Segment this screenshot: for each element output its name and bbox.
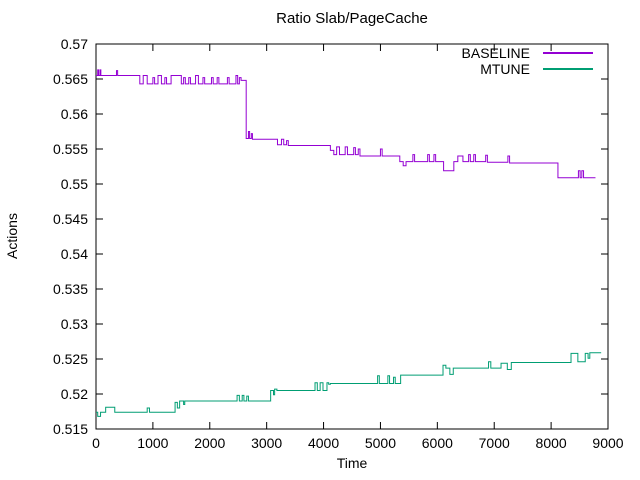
y-tick-label: 0.56: [61, 106, 88, 122]
series-line-mtune: [96, 352, 602, 417]
y-tick-label: 0.555: [53, 141, 88, 157]
y-tick-label: 0.57: [61, 36, 88, 52]
y-tick-label: 0.53: [61, 316, 88, 332]
x-tick-label: 0: [92, 435, 100, 451]
x-tick-label: 7000: [479, 435, 510, 451]
y-tick-label: 0.515: [53, 421, 88, 437]
legend-line-sample-mtune: [543, 68, 593, 70]
plot-border: [95, 43, 609, 430]
y-tick-label: 0.52: [61, 386, 88, 402]
y-tick-label: 0.545: [53, 211, 88, 227]
x-tick-label: 8000: [536, 435, 567, 451]
x-axis-label: Time: [336, 455, 368, 471]
x-tick-label: 4000: [308, 435, 339, 451]
x-tick-label: 3000: [251, 435, 282, 451]
x-tick-label: 1000: [137, 435, 168, 451]
chart-title: Ratio Slab/PageCache: [276, 10, 428, 27]
legend: BASELINE MTUNE: [462, 46, 593, 76]
legend-item-mtune: MTUNE: [462, 62, 593, 76]
y-axis-label: Actions: [4, 213, 20, 259]
legend-label-mtune: MTUNE: [480, 61, 530, 77]
y-tick-label: 0.525: [53, 351, 88, 367]
legend-item-baseline: BASELINE: [462, 46, 593, 60]
series-line-baseline: [96, 69, 596, 179]
y-tick-label: 0.535: [53, 281, 88, 297]
y-tick-label: 0.54: [61, 246, 88, 262]
x-tick-label: 6000: [422, 435, 453, 451]
x-tick-label: 9000: [592, 435, 623, 451]
x-tick-label: 2000: [194, 435, 225, 451]
x-tick-label: 5000: [365, 435, 396, 451]
y-tick-label: 0.55: [61, 176, 88, 192]
y-tick-label: 0.565: [53, 71, 88, 87]
legend-label-baseline: BASELINE: [461, 45, 530, 61]
legend-line-sample-baseline: [543, 52, 593, 54]
